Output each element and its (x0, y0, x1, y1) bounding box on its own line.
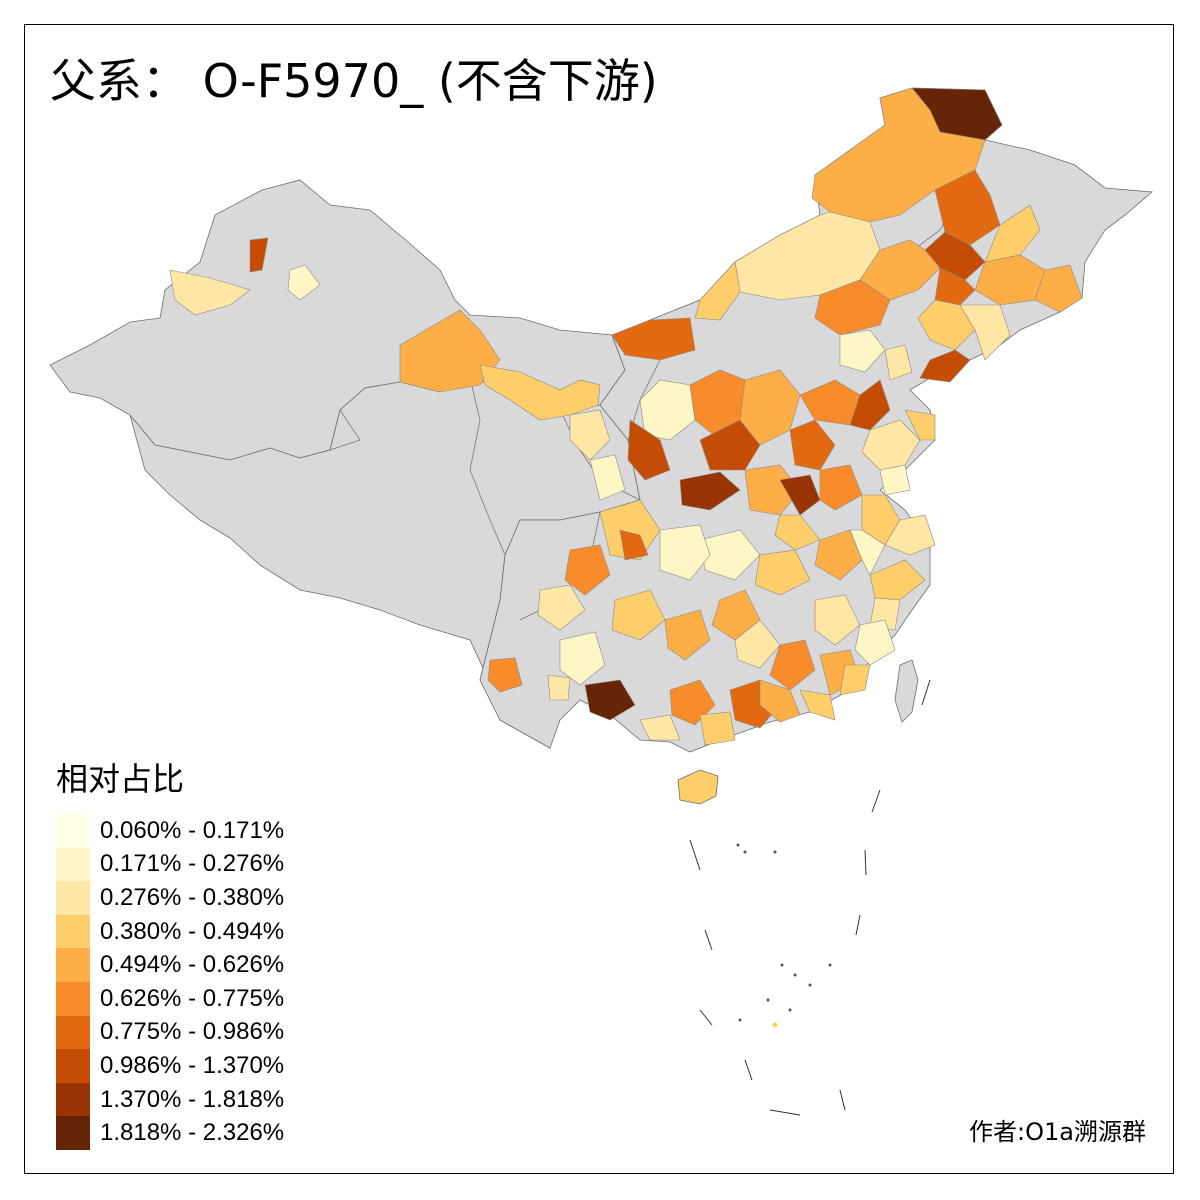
region-xj-urumqi (287, 264, 321, 301)
region-hunan-1 (734, 619, 781, 669)
legend-item: 1.818% - 2.326% (56, 1116, 284, 1150)
region-gansu-1 (479, 364, 601, 421)
region-sichuan-4 (619, 529, 649, 561)
legend-item: 1.370% - 1.818% (56, 1082, 285, 1117)
region-liaoning-2 (959, 304, 1011, 361)
legend-swatch (56, 1116, 90, 1150)
legend-swatch (56, 881, 90, 915)
legend-swatch (56, 1082, 90, 1117)
region-inner-mongolia-west (611, 317, 696, 361)
region-henan-1 (744, 464, 801, 516)
legend-swatch (56, 948, 90, 982)
legend-title: 相对占比 (56, 760, 185, 798)
legend-swatch (56, 847, 90, 882)
taiwan-island (894, 659, 919, 723)
data-patches (169, 87, 1083, 746)
region-inner-mongolia-3 (859, 239, 941, 301)
legend-label: 0.986% - 1.370% (100, 1051, 285, 1079)
legend-item: 0.276% - 0.380% (56, 881, 284, 915)
region-guangdong-3 (799, 689, 836, 721)
region-hubei-2 (754, 549, 811, 596)
legend-label: 1.818% - 2.326% (100, 1119, 285, 1147)
region-sichuan-2 (564, 544, 611, 596)
region-jilin-3 (1034, 264, 1083, 313)
region-xj-ili (169, 269, 251, 316)
region-fujian-1 (854, 619, 896, 666)
legend-label: 0.626% - 0.775% (100, 984, 285, 1012)
legend-item: 0.626% - 0.775% (56, 981, 285, 1016)
legend-label: 0.171% - 0.276% (100, 850, 285, 878)
south-china-sea-islands (689, 679, 931, 1116)
region-henan-3 (819, 464, 863, 511)
legend-item: 0.986% - 1.370% (56, 1049, 284, 1083)
legend-label: 0.276% - 0.380% (100, 883, 285, 911)
legend-item: 0.380% - 0.494% (56, 914, 285, 949)
region-guangdong-2 (759, 679, 801, 723)
legend-items: 0.060% - 0.171% 0.171% - 0.276% 0.276% - 0… (56, 814, 284, 1150)
region-shandong-2 (904, 409, 936, 441)
region-sichuan-1 (599, 499, 661, 561)
region-fujian-2 (839, 664, 871, 696)
legend: 相对占比 0.060% - 0.171% 0.171% - 0.276% 0.276… (56, 754, 284, 1150)
region-tianjin (884, 344, 913, 381)
region-anhui-1 (814, 529, 863, 581)
legend-item: 0.494% - 0.626% (56, 948, 284, 982)
region-xj-karamay (249, 237, 269, 273)
region-yunnan-west (487, 657, 523, 693)
legend-swatch (56, 814, 90, 848)
legend-swatch (56, 981, 90, 1016)
region-chongqing (659, 524, 711, 581)
legend-swatch (56, 914, 90, 949)
region-hunan-2 (769, 639, 816, 691)
legend-item: 0.171% - 0.276% (56, 847, 285, 882)
legend-label: 0.060% - 0.171% (100, 816, 285, 844)
region-hebei-2 (849, 379, 891, 431)
region-jiangxi-1 (814, 594, 861, 646)
region-zhejiang-1 (869, 559, 926, 601)
region-ordos (694, 261, 741, 321)
region-hubei-1 (699, 529, 761, 581)
region-sichuan-3 (537, 584, 586, 631)
region-shandong-3 (879, 464, 911, 496)
legend-swatch (56, 1049, 90, 1083)
region-hlj-east (984, 204, 1041, 263)
region-guizhou-1 (611, 589, 666, 641)
region-gansu-3 (589, 454, 626, 501)
hainan-island (677, 769, 719, 805)
region-guangxi-3 (639, 714, 681, 741)
region-gansu-2 (569, 409, 611, 461)
legend-item: 0.775% - 0.986% (56, 1015, 285, 1050)
legend-item: 0.060% - 0.171% (56, 814, 284, 848)
region-henan-4 (774, 514, 821, 551)
region-yunnan-xishuangbanna (584, 679, 636, 721)
legend-swatch (56, 1015, 90, 1050)
region-jiangsu-2 (884, 514, 936, 556)
region-guizhou-2 (664, 609, 711, 661)
map-title: 父系： O-F5970_ (不含下游) (50, 54, 658, 108)
region-jilin-2 (934, 267, 976, 306)
legend-label: 0.775% - 0.986% (100, 1018, 285, 1046)
region-dalian (919, 349, 971, 383)
author-credit: 作者:O1a溯源群 (969, 1118, 1146, 1146)
region-shaanxi-mid (699, 419, 761, 471)
legend-label: 0.380% - 0.494% (100, 917, 285, 945)
legend-label: 0.494% - 0.626% (100, 951, 285, 979)
region-anhui-2 (849, 529, 886, 576)
region-beijing (839, 329, 886, 373)
region-shanxi-2 (789, 419, 836, 471)
region-yunnan-2 (547, 674, 571, 701)
island-dots (736, 843, 832, 1028)
region-yunnan-1 (559, 631, 606, 686)
legend-label: 1.370% - 1.818% (100, 1085, 285, 1113)
region-xian (679, 471, 741, 511)
region-gansu-east (627, 419, 671, 481)
region-guangxi-2 (699, 711, 736, 746)
